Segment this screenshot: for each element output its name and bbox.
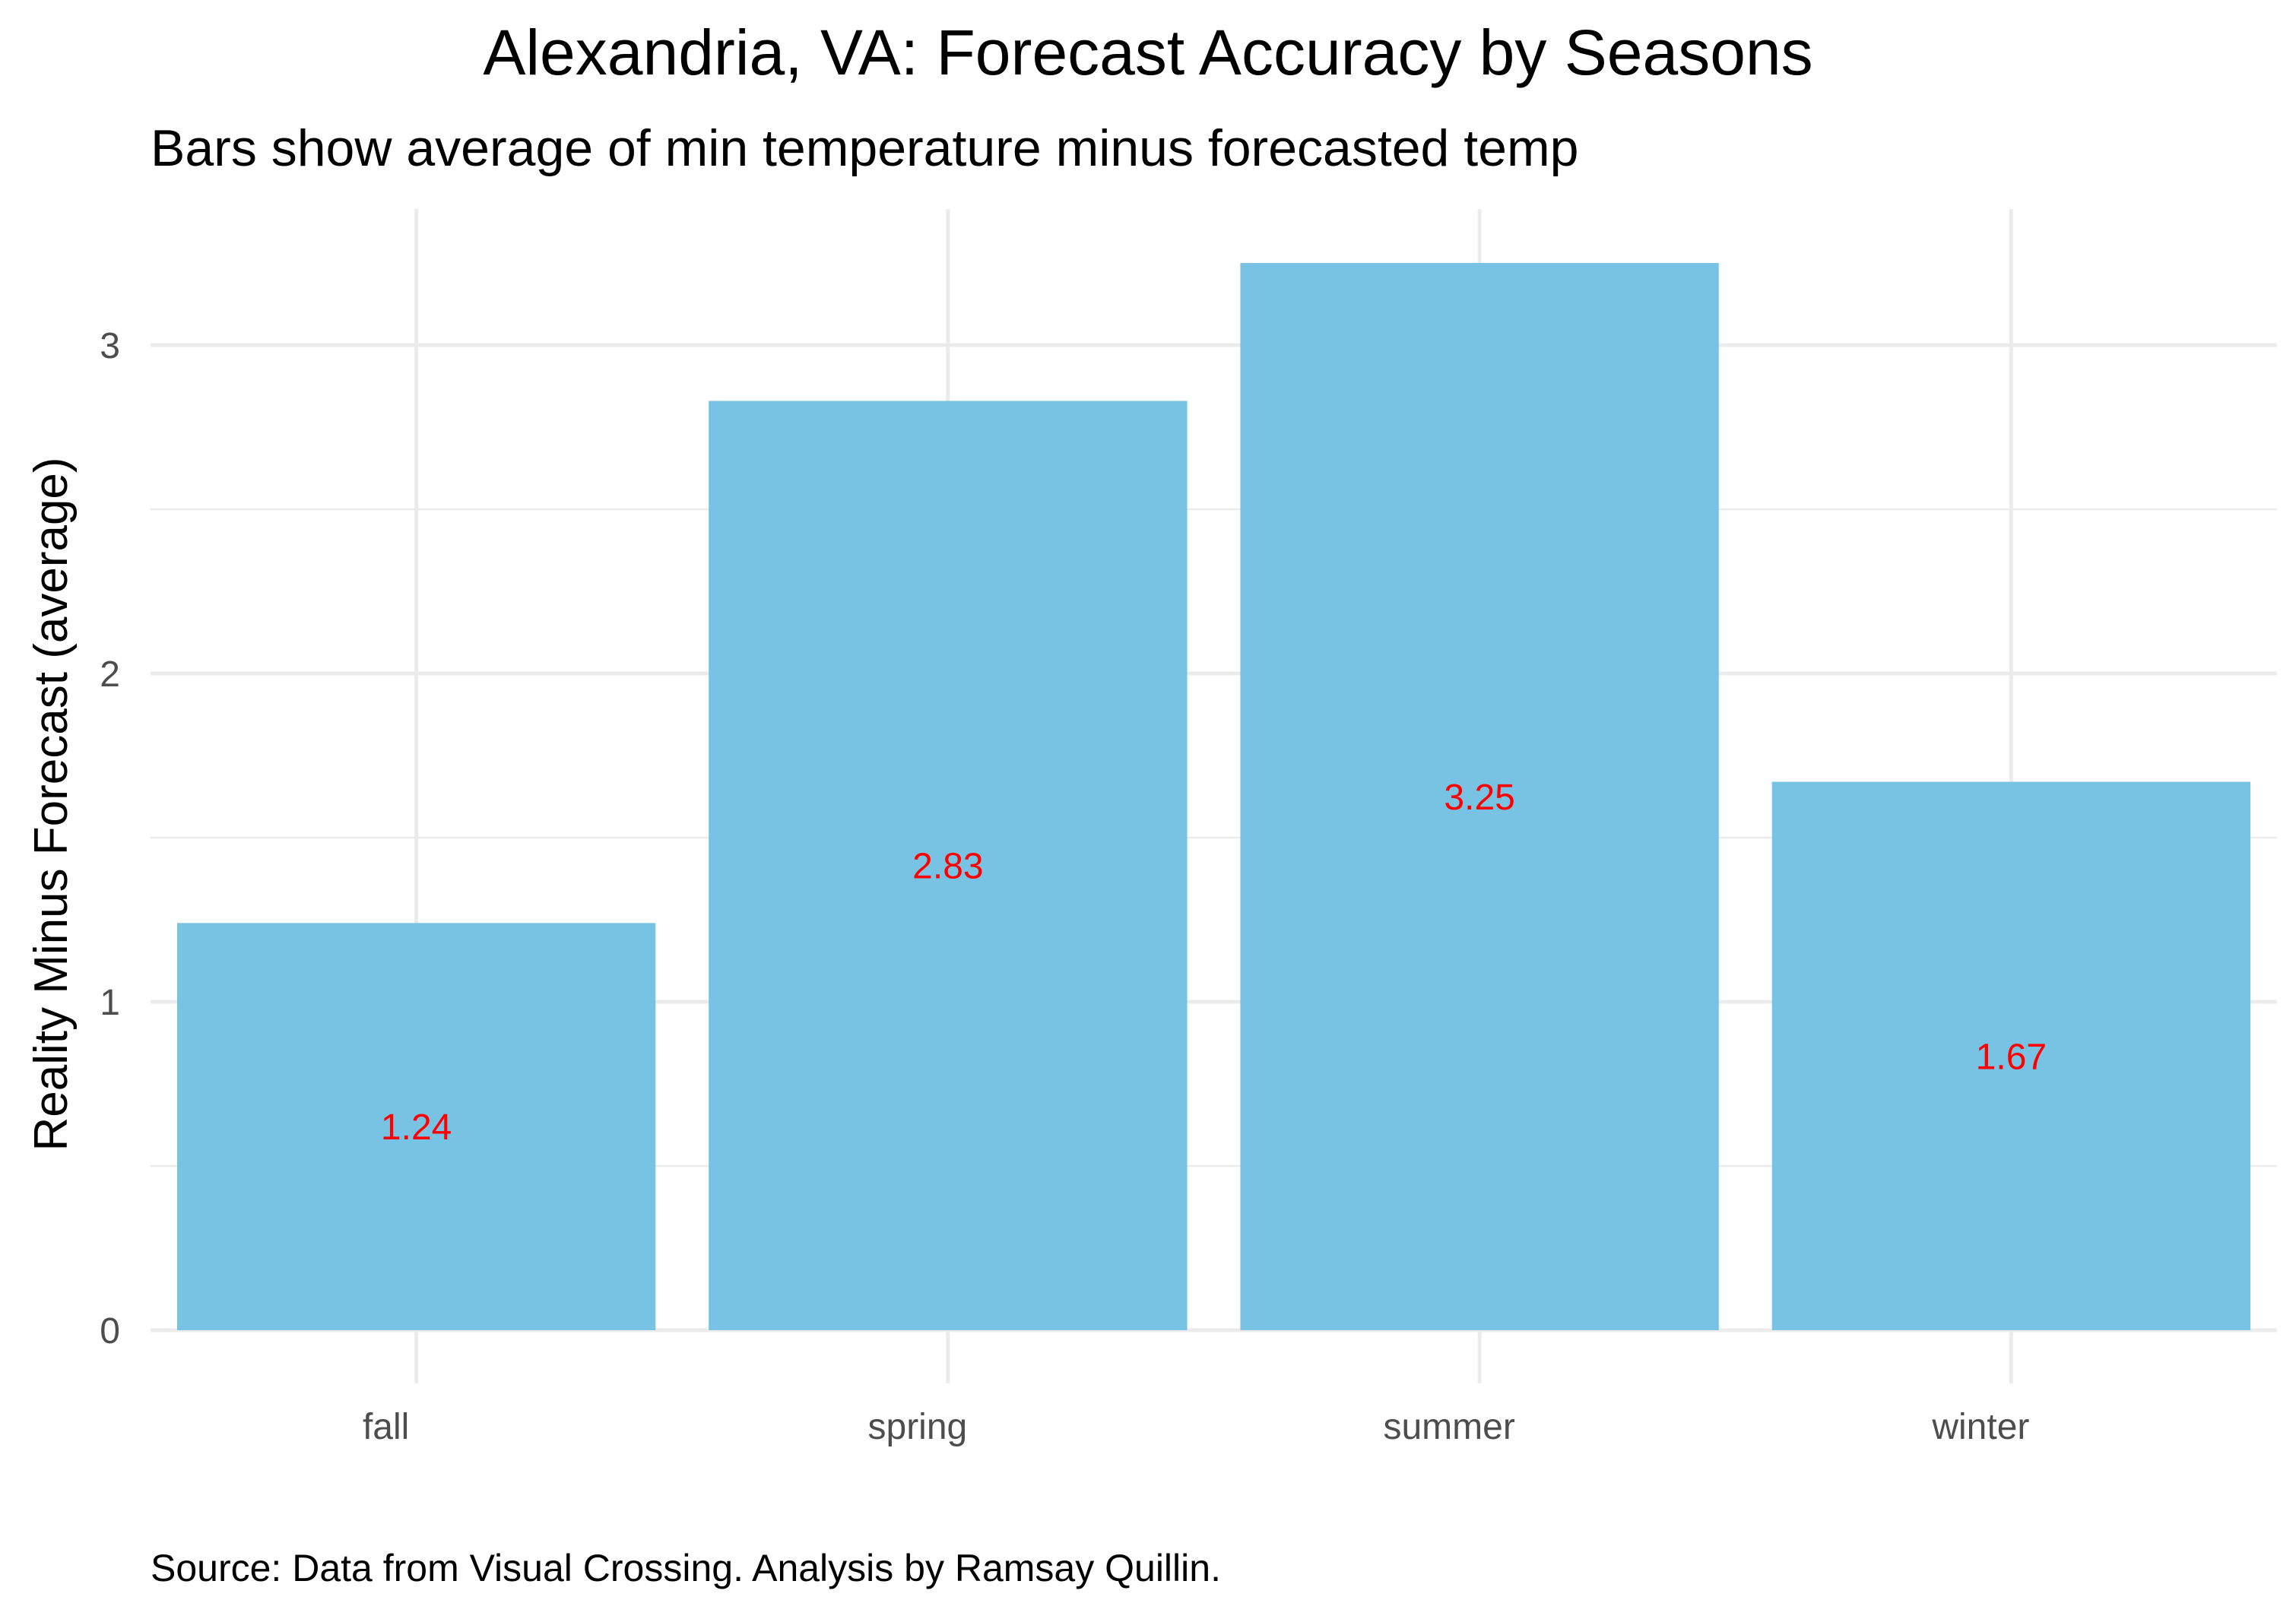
y-tick-label: 3 [100,326,120,366]
bar-value-labels: 1.24 2.83 3.25 1.67 [381,778,2047,1148]
x-tick-label: fall [363,1407,409,1447]
x-tick-label: winter [1931,1407,2029,1447]
x-tick-label: spring [868,1407,968,1447]
x-axis-ticks: fall spring summer winter [363,1407,2029,1447]
bars [176,263,2251,1331]
bar-winter [1771,781,2251,1330]
y-axis-title: Reality Minus Forecast (average) [25,457,78,1151]
bar-spring [709,401,1188,1331]
chart-caption: Source: Data from Visual Crossing. Analy… [151,1547,1221,1589]
chart-title: Alexandria, VA: Forecast Accuracy by Sea… [483,17,1812,88]
y-tick-label: 1 [100,983,120,1023]
bar-summer [1240,263,1719,1330]
bar-fall [176,923,656,1330]
y-tick-label: 0 [100,1311,120,1351]
x-tick-label: summer [1383,1407,1514,1447]
chart-subtitle: Bars show average of min temperature min… [151,119,1578,177]
bar-value-label: 1.67 [1976,1037,2047,1077]
bar-value-label: 1.24 [381,1107,452,1148]
bar-value-label: 3.25 [1444,778,1514,818]
bar-value-label: 2.83 [912,847,983,887]
y-tick-label: 2 [100,654,120,695]
y-axis-ticks: 0 1 2 3 [100,326,120,1351]
